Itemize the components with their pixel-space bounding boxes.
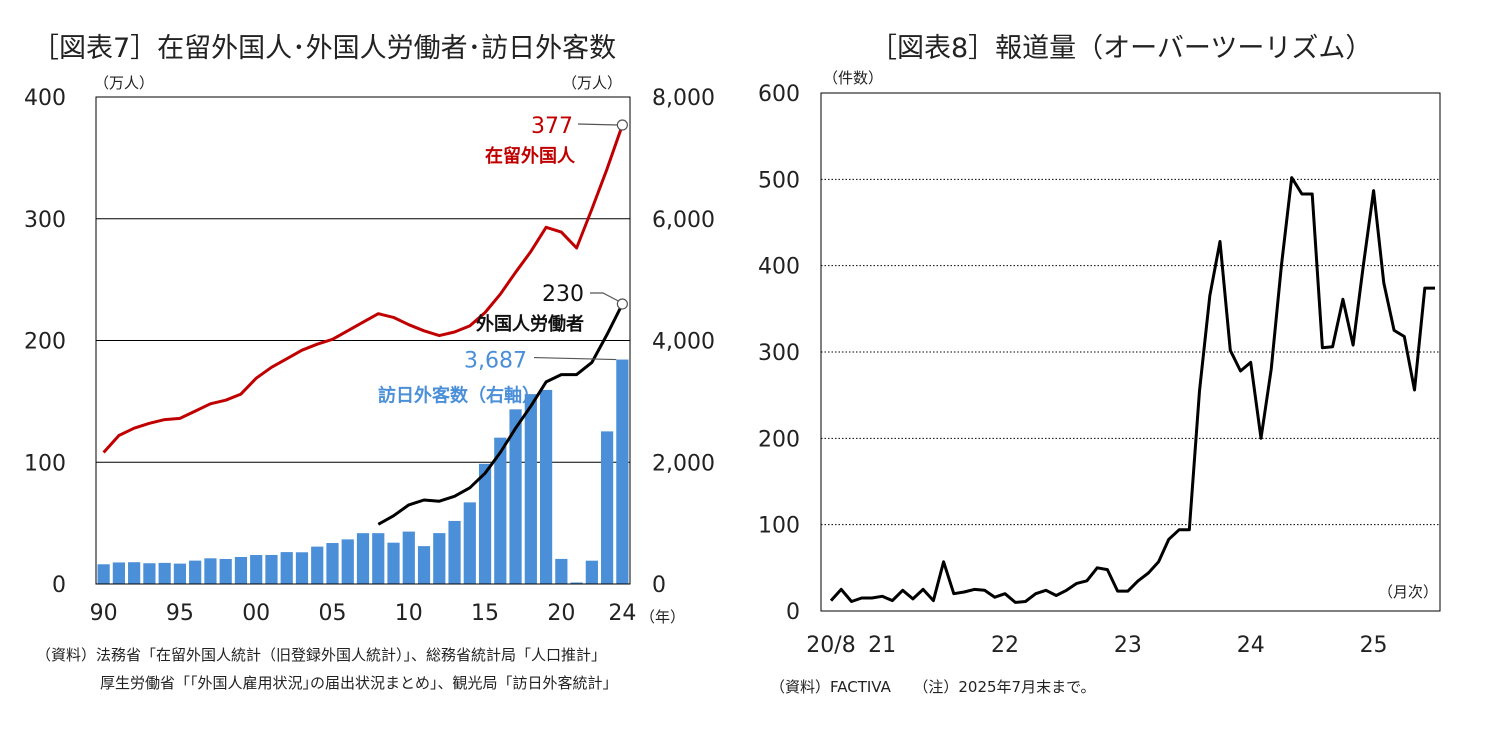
left-tick-label: 200 [24, 330, 66, 355]
visitor-bar [524, 394, 537, 584]
workers-end-marker [616, 298, 628, 310]
visitor-bar [494, 437, 507, 584]
visitors-leader [533, 356, 617, 361]
coverage-line [829, 176, 1435, 604]
visitor-bar [97, 564, 110, 584]
chart8-source: （資料）FACTIVA （注）2025年7月末まで。 [770, 678, 1096, 696]
visitor-bar [143, 563, 156, 584]
y-tick-label: 400 [758, 255, 800, 280]
visitor-bar [463, 502, 476, 584]
visitor-bar [112, 562, 125, 584]
chart8-plot: 600 500 400 300 200 100 020/8 21 22 23 24 25 （件数） （月次… [758, 69, 1441, 658]
x-tick-label: 25 [1360, 633, 1388, 658]
visitor-bar [189, 560, 202, 584]
x-tick-label: 21 [868, 633, 896, 658]
left-tick-label: 300 [24, 208, 66, 233]
residents-end-marker [616, 119, 628, 131]
left-tick-label: 400 [24, 86, 66, 111]
right-tick-label: 4,000 [652, 330, 715, 355]
y-tick-label: 200 [758, 427, 800, 452]
year-unit-label: （年） [640, 608, 685, 626]
visitor-bar [311, 546, 324, 584]
plot-frame [95, 96, 631, 585]
y-tick-label: 100 [758, 514, 800, 539]
x-tick-label: 23 [1114, 633, 1142, 658]
visitor-bar [539, 389, 553, 584]
visitor-bar [616, 359, 629, 584]
visitor-bar [234, 556, 248, 584]
visitor-bar [601, 431, 614, 584]
visitor-bar [326, 543, 339, 584]
visitor-bar [280, 552, 293, 584]
left-tick-label: 100 [24, 451, 66, 476]
visitor-bar [265, 554, 278, 584]
visitor-bar [585, 560, 598, 584]
visitor-bar [402, 531, 415, 584]
residents-leader [577, 123, 618, 126]
chart8-title: ［図表8］報道量（オーバーツーリズム） [870, 33, 1373, 64]
y-unit-label: （件数） [823, 69, 883, 87]
visitor-bar [372, 533, 385, 584]
visitor-bar [128, 562, 141, 584]
visitor-bar [433, 533, 446, 584]
workers-series-label: 外国人労働者 [476, 313, 584, 335]
chart-panel-foreign-residents: ［図表7］在留外国人･外国人労働者･訪日外客数 400 300 200 100 0 8,0… [0, 0, 740, 735]
x-tick-label: 00 [242, 601, 270, 626]
visitor-bar [295, 552, 309, 584]
x-tick-label: 90 [90, 601, 118, 626]
visitor-bar [250, 555, 263, 584]
residents-series-label: 在留外国人 [485, 145, 576, 167]
right-tick-label: 6,000 [652, 208, 715, 233]
visitor-bar [219, 558, 232, 584]
x-tick-label: 20/8 [806, 633, 855, 658]
visitors-value-label: 3,687 [464, 349, 527, 374]
x-tick-label: 05 [318, 601, 346, 626]
right-tick-label: 8,000 [652, 86, 715, 111]
visitors-series-label: 訪日外客数（右軸） [378, 385, 540, 407]
chart-panel-media-coverage: ［図表8］報道量（オーバーツーリズム） 600 500 400 300 200 100 0 2… [752, 0, 1494, 735]
chart7-source-line1: （資料）法務省「在留外国人統計（旧登録外国人統計）」、総務省統計局「人口推計」 [36, 646, 607, 664]
left-unit-label: （万人） [94, 74, 154, 92]
visitor-bar [387, 542, 400, 584]
visitor-bar [341, 539, 354, 584]
x-tick-label: 15 [471, 601, 499, 626]
workers-line [377, 303, 624, 526]
residents-value-label: 377 [531, 114, 573, 139]
x-tick-label: 22 [991, 633, 1019, 658]
x-tick-label: 20 [547, 601, 575, 626]
chart7-source-line2: 厚生労働省「｢外国人雇用状況｣の届出状況まとめ」、観光局「訪日外客統計」 [100, 674, 618, 692]
visitor-bar [158, 562, 171, 584]
right-tick-label: 0 [652, 573, 666, 598]
visitor-bar [555, 558, 568, 584]
visitor-bar [448, 520, 461, 584]
right-unit-label: （万人） [562, 74, 622, 92]
visitor-bar [570, 582, 583, 584]
right-tick-label: 2,000 [652, 451, 715, 476]
x-tick-label: 24 [608, 601, 636, 626]
visitor-bar [173, 563, 187, 584]
chart7-title: ［図表7］在留外国人･外国人労働者･訪日外客数 [32, 33, 617, 64]
x-tick-label: 24 [1237, 633, 1265, 658]
visitor-bar [204, 558, 217, 584]
y-tick-label: 0 [786, 600, 800, 625]
visitor-bar [478, 463, 492, 584]
workers-leader [590, 292, 619, 302]
residents-line [102, 124, 624, 454]
workers-value-label: 230 [542, 282, 584, 307]
y-tick-label: 500 [758, 168, 800, 193]
visitor-bar [509, 409, 522, 584]
visitor-bar [356, 533, 370, 584]
x-tick-label: 10 [395, 601, 423, 626]
y-tick-label: 600 [758, 82, 800, 107]
y-tick-label: 300 [758, 341, 800, 366]
left-tick-label: 0 [52, 573, 66, 598]
visitor-bar [417, 546, 431, 584]
x-tick-label: 95 [166, 601, 194, 626]
plot-frame [820, 92, 1441, 612]
x-unit-label: （月次） [1378, 583, 1438, 601]
